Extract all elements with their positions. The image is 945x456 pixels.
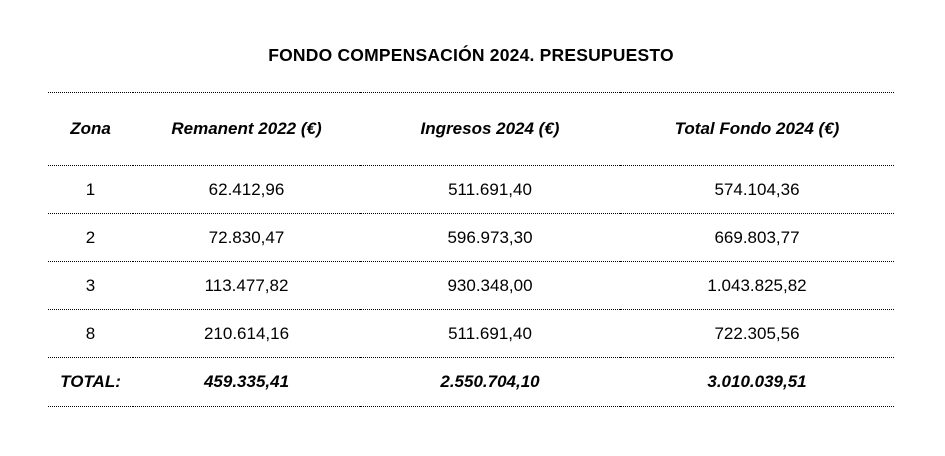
table-total-row: TOTAL: 459.335,41 2.550.704,10 3.010.039… bbox=[48, 358, 894, 407]
table-cell: 3 bbox=[85, 275, 96, 295]
column-header-remanent-2022: Remanent 2022 (€) bbox=[171, 119, 322, 138]
column-header-ingresos-2024: Ingresos 2024 (€) bbox=[420, 119, 560, 138]
table-cell: 1 bbox=[85, 179, 96, 199]
table-row-zona-1: 1 62.412,96 511.691,40 574.104,36 bbox=[48, 166, 894, 214]
table-cell: 113.477,82 bbox=[204, 275, 289, 295]
table-cell: 511.691,40 bbox=[448, 179, 532, 199]
table-cell: 72.830,47 bbox=[208, 227, 285, 247]
table-row-zona-3: 3 113.477,82 930.348,00 1.043.825,82 bbox=[48, 262, 894, 310]
table-cell: 1.043.825,82 bbox=[707, 275, 807, 295]
table-cell: 574.104,36 bbox=[714, 179, 800, 199]
table-cell: 669.803,77 bbox=[714, 227, 800, 247]
total-value-cell: 459.335,41 bbox=[203, 372, 290, 391]
table-row-zona-8: 8 210.614,16 511.691,40 722.305,56 bbox=[48, 310, 894, 358]
total-value-cell: 3.010.039,51 bbox=[707, 372, 807, 391]
column-header-total-fondo-2024: Total Fondo 2024 (€) bbox=[674, 119, 840, 138]
column-header-zona: Zona bbox=[70, 119, 111, 138]
budget-table: Zona Remanent 2022 (€) Ingresos 2024 (€)… bbox=[48, 92, 894, 407]
total-value-cell: 2.550.704,10 bbox=[440, 372, 540, 391]
table-cell: 596.973,30 bbox=[447, 227, 533, 247]
table-cell: 2 bbox=[85, 227, 96, 247]
table-cell: 62.412,96 bbox=[208, 179, 285, 199]
table-cell: 8 bbox=[85, 323, 96, 343]
table-cell: 930.348,00 bbox=[447, 275, 533, 295]
total-label-cell: TOTAL: bbox=[60, 372, 121, 391]
table-cell: 511.691,40 bbox=[448, 323, 532, 343]
table-row-zona-2: 2 72.830,47 596.973,30 669.803,77 bbox=[48, 214, 894, 262]
table-cell: 210.614,16 bbox=[203, 323, 290, 343]
table-cell: 722.305,56 bbox=[714, 323, 800, 343]
page-title: FONDO COMPENSACIÓN 2024. PRESUPUESTO bbox=[268, 45, 674, 65]
table-header-row: Zona Remanent 2022 (€) Ingresos 2024 (€)… bbox=[48, 92, 894, 166]
